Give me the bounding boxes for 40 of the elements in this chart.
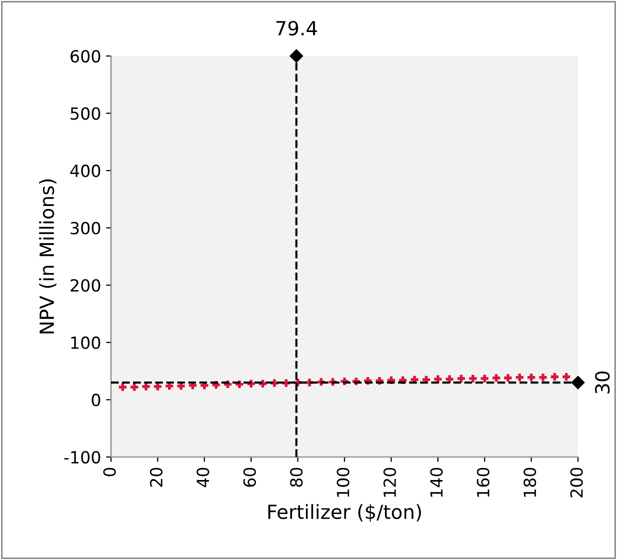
point: [502, 372, 514, 384]
y-tick-label: -100: [64, 450, 100, 464]
point: [491, 372, 502, 384]
ref-line-label: 79.4: [276, 20, 317, 36]
x-tick-label: 20: [150, 468, 163, 487]
y-tick-label: 600: [70, 50, 100, 63]
point: [571, 376, 585, 390]
y-tick-label: 400: [70, 164, 100, 178]
x-axis-title: Fertilizer ($/ton): [268, 504, 421, 522]
point: [129, 382, 140, 392]
x-tick-label: 180: [524, 468, 536, 497]
x-tick-label: 100: [336, 468, 350, 497]
y-tick-label: 0: [92, 394, 100, 406]
ref-line-label: 30: [595, 371, 610, 394]
point: [561, 372, 572, 382]
point: [117, 382, 128, 392]
point: [246, 378, 256, 389]
x-tick-label: 0: [103, 468, 116, 476]
point: [210, 380, 222, 390]
point: [526, 372, 536, 383]
y-tick-label: 500: [70, 107, 100, 120]
x-tick-label: 140: [430, 468, 443, 497]
x-tick-label: 80: [290, 468, 303, 487]
point: [258, 378, 268, 389]
point: [549, 372, 560, 382]
point: [456, 373, 466, 384]
point: [468, 373, 478, 384]
x-tick-label: 160: [476, 468, 490, 497]
point: [514, 372, 525, 383]
y-tick-label: 300: [70, 222, 100, 234]
point: [289, 49, 304, 63]
y-tick-label: 200: [70, 279, 100, 292]
x-tick-label: 120: [383, 468, 396, 497]
x-tick-label: 60: [243, 468, 256, 487]
point: [538, 372, 548, 383]
y-axis-title: NPV (in Millions): [39, 179, 56, 334]
x-tick-label: 40: [196, 468, 210, 488]
x-tick-label: 200: [570, 468, 583, 498]
y-tick-label: 100: [71, 336, 100, 349]
point: [479, 373, 490, 384]
